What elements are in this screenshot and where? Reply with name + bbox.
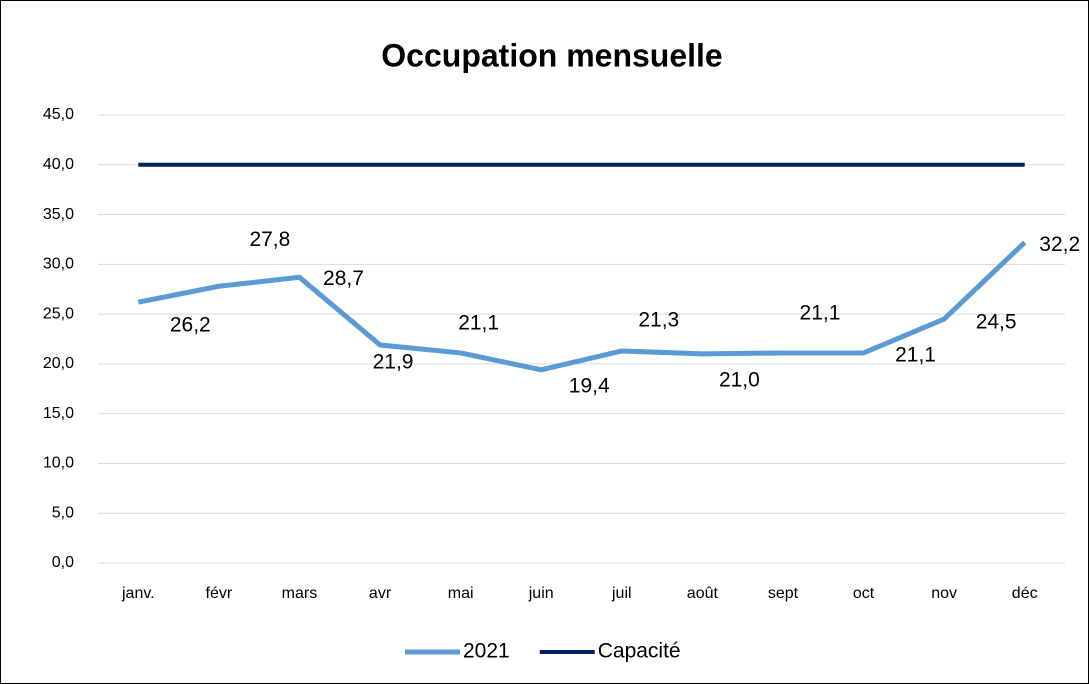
legend-label: 2021 — [463, 640, 510, 663]
series-line — [137, 240, 1027, 373]
x-tick-label: mars — [282, 585, 318, 602]
data-label: 21,9 — [373, 351, 414, 374]
chart-title: Occupation mensuelle — [381, 37, 722, 73]
x-tick-label: juil — [611, 585, 632, 602]
y-tick-label: 35,0 — [43, 206, 74, 223]
data-label: 28,7 — [323, 267, 364, 290]
x-tick-label: févr — [206, 585, 233, 602]
x-tick-label: août — [687, 585, 719, 602]
data-label: 27,8 — [249, 228, 290, 251]
x-tick-label: juin — [528, 585, 554, 602]
y-tick-label: 30,0 — [43, 256, 74, 273]
y-tick-label: 0,0 — [52, 554, 74, 571]
y-tick-label: 5,0 — [52, 504, 74, 521]
x-tick-label: avr — [369, 585, 392, 602]
data-label: 21,3 — [638, 308, 679, 331]
data-label: 21,1 — [895, 343, 936, 366]
y-tick-label: 25,0 — [43, 305, 74, 322]
x-tick-label: mai — [448, 585, 474, 602]
y-tick-label: 45,0 — [43, 106, 74, 123]
x-tick-label: oct — [853, 585, 875, 602]
y-tick-label: 40,0 — [43, 156, 74, 173]
legend-label: Capacité — [598, 640, 681, 663]
data-label: 21,1 — [800, 301, 841, 324]
data-label: 24,5 — [976, 311, 1017, 334]
data-label: 19,4 — [569, 374, 610, 397]
x-tick-label: janv. — [121, 585, 155, 602]
y-tick-label: 20,0 — [43, 355, 74, 372]
y-tick-label: 10,0 — [43, 455, 74, 472]
data-label: 32,2 — [1039, 233, 1080, 256]
x-tick-label: sept — [768, 585, 799, 602]
x-tick-label: déc — [1012, 585, 1038, 602]
data-label: 21,0 — [719, 368, 760, 391]
x-tick-label: nov — [931, 585, 957, 602]
data-label: 26,2 — [170, 314, 211, 337]
y-tick-label: 15,0 — [43, 405, 74, 422]
data-label: 21,1 — [458, 311, 499, 334]
